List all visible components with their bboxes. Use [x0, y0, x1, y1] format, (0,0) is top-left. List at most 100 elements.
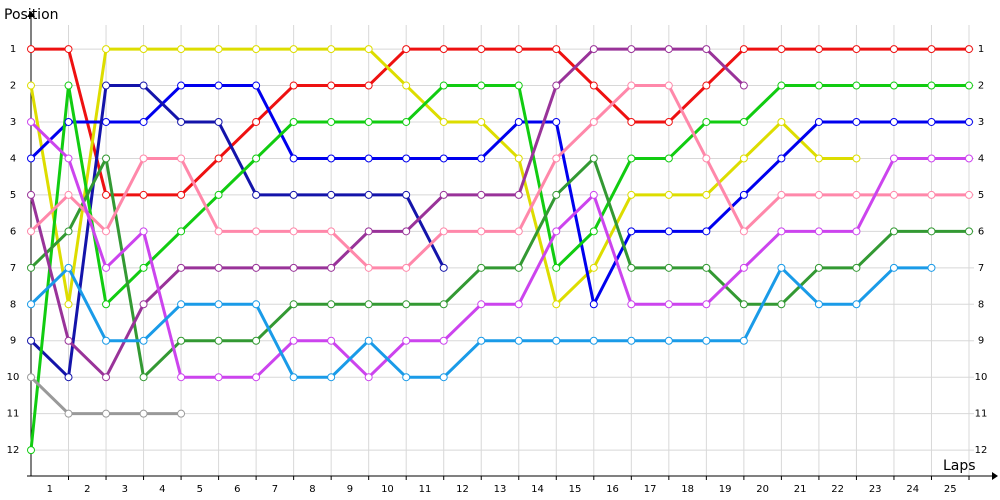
lap-marker — [664, 81, 673, 90]
lap-marker — [102, 409, 111, 418]
lap-marker — [777, 300, 786, 309]
lap-marker — [327, 263, 336, 272]
lap-marker — [289, 117, 298, 126]
series-line — [31, 47, 969, 197]
lap-marker — [589, 45, 598, 54]
lap-marker — [627, 336, 636, 345]
lap-marker — [477, 263, 486, 272]
series-line — [29, 47, 745, 379]
lap-marker — [102, 45, 111, 54]
lap-marker — [177, 409, 186, 418]
lap-marker — [139, 409, 148, 418]
x-tick-label: 19 — [719, 484, 732, 495]
series-line — [29, 84, 446, 379]
lap-marker — [814, 45, 823, 54]
lap-marker — [177, 154, 186, 163]
lap-marker — [777, 227, 786, 236]
lap-marker — [327, 373, 336, 382]
lap-marker — [889, 263, 898, 272]
y-axis-arrow — [27, 11, 35, 17]
lap-marker — [589, 81, 598, 90]
lap-marker — [777, 190, 786, 199]
lap-marker — [27, 227, 35, 236]
lap-marker — [964, 45, 973, 54]
lap-marker — [64, 227, 73, 236]
lap-marker — [777, 45, 786, 54]
x-tick-label: 2 — [84, 484, 90, 495]
y-tick-label: 11 — [7, 409, 20, 420]
lap-marker — [214, 190, 223, 199]
lap-marker — [64, 263, 73, 272]
x-tick-label: 17 — [644, 484, 657, 495]
lap-marker — [514, 336, 523, 345]
lap-marker — [852, 263, 861, 272]
lap-marker — [27, 446, 35, 455]
lap-marker — [252, 154, 261, 163]
lap-marker — [702, 336, 711, 345]
lap-marker — [477, 117, 486, 126]
x-tick-label: 21 — [794, 484, 807, 495]
lap-marker — [139, 263, 148, 272]
y-tick-label-right: 8 — [978, 299, 984, 310]
lap-marker — [552, 154, 561, 163]
lap-marker — [927, 227, 936, 236]
x-tick-label: 8 — [309, 484, 315, 495]
lap-marker — [627, 300, 636, 309]
lap-marker — [214, 373, 223, 382]
lap-marker — [552, 263, 561, 272]
lap-marker — [477, 190, 486, 199]
lap-marker — [177, 300, 186, 309]
lap-marker — [739, 227, 748, 236]
lap-marker — [702, 45, 711, 54]
lap-marker — [102, 81, 111, 90]
lap-marker — [702, 81, 711, 90]
lap-marker — [814, 227, 823, 236]
lap-marker — [852, 117, 861, 126]
lap-marker — [27, 336, 35, 345]
lap-marker — [214, 227, 223, 236]
lap-marker — [364, 300, 373, 309]
lap-marker — [814, 263, 823, 272]
x-tick-label: 6 — [234, 484, 240, 495]
y-tick-label-right: 7 — [978, 263, 984, 274]
lap-marker — [177, 45, 186, 54]
lap-marker — [702, 300, 711, 309]
lap-marker — [27, 263, 35, 272]
lap-marker — [252, 336, 261, 345]
lap-marker — [927, 81, 936, 90]
y-tick-label: 2 — [10, 81, 16, 92]
lap-marker — [252, 227, 261, 236]
lap-marker — [627, 263, 636, 272]
lap-marker — [139, 373, 148, 382]
lap-marker — [252, 300, 261, 309]
series-line — [29, 84, 969, 451]
lap-marker — [289, 227, 298, 236]
x-tick-label: 10 — [381, 484, 394, 495]
lap-marker — [514, 45, 523, 54]
lap-marker — [589, 227, 598, 236]
lap-marker — [139, 336, 148, 345]
y-tick-label: 8 — [10, 299, 16, 310]
y-tick-label: 6 — [10, 226, 16, 237]
lap-marker — [552, 117, 561, 126]
lap-marker — [514, 81, 523, 90]
lap-marker — [364, 190, 373, 199]
y-tick-label: 4 — [10, 153, 16, 164]
lap-marker — [402, 300, 411, 309]
lap-marker — [289, 154, 298, 163]
lap-marker — [327, 190, 336, 199]
lap-marker — [402, 190, 411, 199]
lap-marker — [852, 227, 861, 236]
lap-marker — [814, 117, 823, 126]
x-tick-label: 1 — [47, 484, 53, 495]
lap-marker — [402, 263, 411, 272]
lap-marker — [252, 373, 261, 382]
lap-marker — [139, 190, 148, 199]
lap-marker — [214, 117, 223, 126]
lap-marker — [139, 227, 148, 236]
y-tick-label: 10 — [7, 372, 20, 383]
lap-marker — [889, 190, 898, 199]
lap-marker — [739, 117, 748, 126]
lap-marker — [177, 117, 186, 126]
x-tick-label: 16 — [606, 484, 619, 495]
